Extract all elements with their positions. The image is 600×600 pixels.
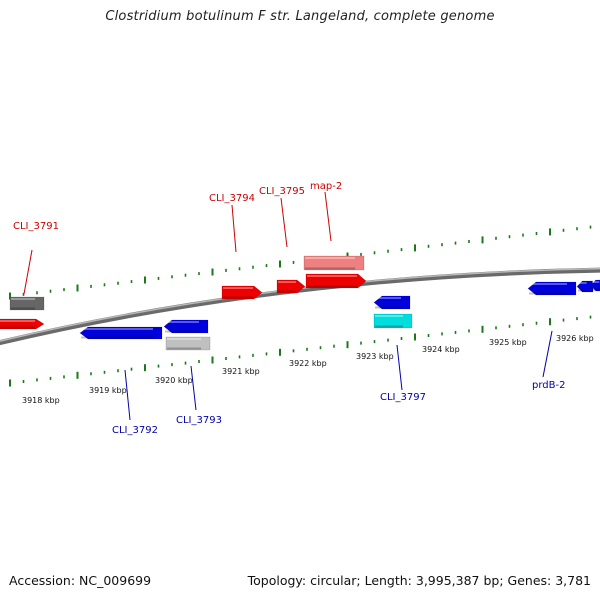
gene-arrow-small-1	[576, 280, 594, 293]
gene-arrow-cli-3792	[79, 326, 163, 340]
leader-cli-3792	[124, 369, 131, 421]
scale-label: 3921 kbp	[222, 367, 260, 376]
gene-arrow-cli-3797-highlight	[375, 297, 401, 299]
gene-arrow-cli-3797-shape	[373, 295, 411, 310]
gene-block-map-2-light-shade	[305, 267, 355, 270]
gene-block-cyan-shape	[373, 313, 413, 329]
gene-arrow-cli-3795-shape	[276, 279, 306, 294]
gene-arrow-cli-3794-shape	[221, 285, 263, 300]
leader-prdb-2	[542, 330, 553, 378]
gene-arrow-cli-3795-shade	[278, 290, 296, 293]
gene-arrow-cli-3794-highlight	[223, 287, 253, 289]
gene-arrow-cli-3794	[221, 285, 263, 300]
gene-arrow-left-partial-shape	[0, 318, 45, 330]
gene-block-cyan-shade	[375, 325, 403, 328]
gene-arrow-prdb-2-shade	[529, 292, 567, 295]
gene-arrow-map-2-shade	[307, 285, 357, 288]
gene-arrow-small-2	[590, 279, 600, 292]
gene-labels: CLI_3791 CLI_3794 CLI_3795 map-2 CLI_3792 CLI…	[13, 181, 565, 436]
gene-block-cyan-highlight	[375, 315, 403, 317]
gene-block-map-2-light	[303, 255, 365, 271]
leader-cli-3797	[396, 344, 403, 391]
gene-label: CLI_3791	[13, 221, 59, 232]
accession-text: Accession: NC_009699	[9, 573, 152, 588]
label-leader-lines	[23, 191, 553, 421]
scale-label: 3926 kbp	[556, 334, 594, 343]
scale-label: 3920 kbp	[155, 376, 193, 385]
gene-arrow-cli-3794-shade	[223, 296, 253, 299]
gene-arrow-map-2-highlight	[307, 275, 357, 277]
scale-label: 3919 kbp	[89, 386, 127, 395]
scale-label: 3925 kbp	[489, 338, 527, 347]
gene-label: map-2	[310, 181, 342, 192]
gene-arrow-cli-3793-upper-shade	[165, 330, 199, 333]
scale-label: 3924 kbp	[422, 345, 460, 354]
gene-block-gray-shade	[11, 307, 35, 310]
forward-tick-row	[9, 225, 592, 300]
gene-arrow-cli-3795-highlight	[278, 281, 296, 283]
gene-arrow-map-2-shape	[305, 273, 367, 289]
gene-arrow-prdb-2-highlight	[529, 283, 567, 285]
gene-arrow-cli-3792-highlight	[81, 328, 153, 330]
reverse-tick-row	[9, 315, 592, 387]
gene-block-cyan	[373, 313, 413, 329]
gene-arrow-prdb-2	[527, 281, 577, 296]
scale-label: 3923 kbp	[356, 352, 394, 361]
gene-label: CLI_3792	[112, 425, 158, 436]
gene-block-lightgray-highlight	[167, 338, 201, 340]
gene-arrow-cli-3792-shade	[81, 336, 153, 339]
gene-arrow-prdb-2-shape	[527, 281, 577, 296]
gene-block-map-2-light-highlight	[305, 257, 355, 259]
gene-arrow-cli-3793-upper	[163, 319, 209, 334]
gene-arrow-cli-3793-upper-shape	[163, 319, 209, 334]
gene-arrow-small-1-highlight	[578, 282, 587, 284]
gene-label: CLI_3793	[176, 415, 222, 426]
gene-label: CLI_3795	[259, 186, 305, 197]
gene-block-gray-highlight	[11, 298, 35, 300]
scale-labels: 3918 kbp 3919 kbp 3920 kbp 3921 kbp 3922 kbp…	[22, 334, 594, 405]
gene-arrow-map-2	[305, 273, 367, 289]
gene-arrow-small-1-shade	[578, 289, 587, 292]
genome-title: Clostridium botulinum F str. Langeland, …	[105, 9, 495, 24]
leader-cli-3795	[280, 197, 288, 248]
gene-block-gray-shape	[9, 296, 45, 311]
gene-arrow-small-1-shape	[576, 280, 594, 293]
leader-cli-3794	[231, 204, 237, 253]
gene-arrow-cli-3797	[373, 295, 411, 310]
gene-block-lightgray	[165, 336, 211, 351]
scale-label: 3922 kbp	[289, 359, 327, 368]
gene-arrow-small-2-shape	[590, 279, 600, 292]
gene-arrow-left-partial-highlight	[0, 320, 35, 322]
gene-block-map-2-light-shape	[303, 255, 365, 271]
gene-arrow-small-2-highlight	[592, 281, 600, 283]
gene-arrow-small-2-shade	[592, 288, 600, 291]
scale-label: 3918 kbp	[22, 396, 60, 405]
gene-block-gray	[9, 296, 45, 311]
gene-features	[0, 255, 600, 351]
leader-cli-3793	[190, 365, 197, 411]
gene-arrow-cli-3795	[276, 279, 306, 294]
gene-arrow-cli-3797-shade	[375, 306, 401, 309]
gene-block-lightgray-shape	[165, 336, 211, 351]
leader-cli-3791	[23, 249, 33, 295]
gene-label: prdB-2	[532, 380, 565, 391]
gene-arrow-cli-3793-upper-highlight	[165, 321, 199, 323]
gene-label: CLI_3797	[380, 392, 426, 403]
gene-label: CLI_3794	[209, 193, 255, 204]
genome-summary-text: Topology: circular; Length: 3,995,387 bp…	[247, 573, 591, 588]
gene-arrow-left-partial	[0, 318, 45, 330]
gene-arrow-left-partial-shade	[0, 326, 35, 329]
leader-map-2	[324, 191, 332, 242]
gene-block-lightgray-shade	[167, 347, 201, 350]
gene-arrow-cli-3792-shape	[79, 326, 163, 340]
